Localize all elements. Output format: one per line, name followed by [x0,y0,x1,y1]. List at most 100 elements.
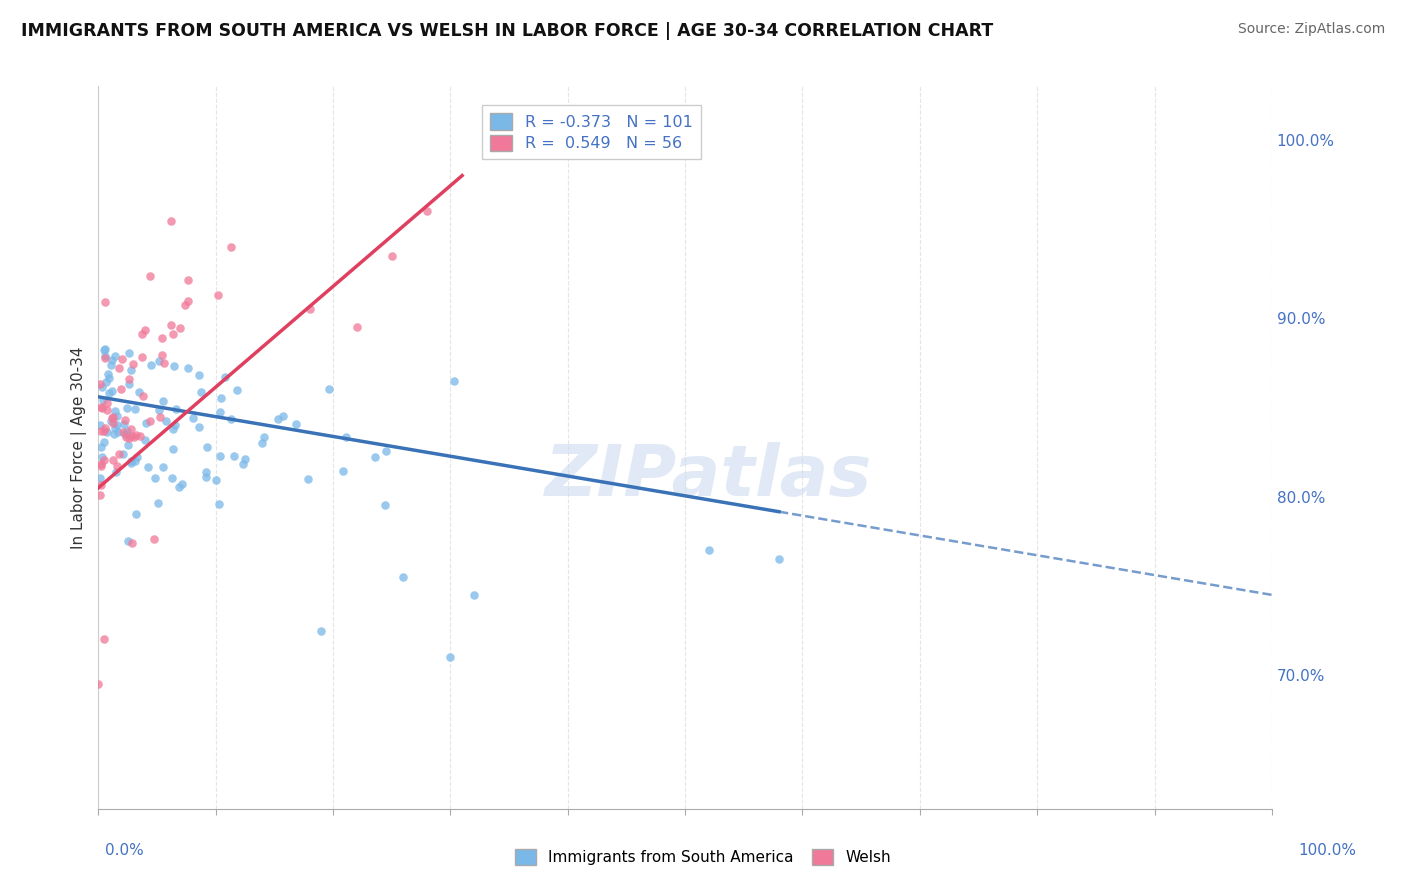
Point [117,371,139,385]
Point [118,377,141,392]
Point [101,416,124,430]
Point [101,453,124,467]
Point [120,422,142,436]
Point [104,421,127,435]
Point [176,361,198,376]
Point [152,460,174,475]
Point [208,405,231,419]
Point [232,458,254,472]
Point [208,449,231,463]
Point [122,430,145,444]
Point [96,395,118,409]
Point [93,349,115,363]
Point [108,447,131,461]
Text: 0.0%: 0.0% [105,843,145,858]
Point [128,384,150,399]
Point [173,298,195,312]
Point [125,427,148,442]
Point [101,384,124,398]
Point [143,471,166,485]
Point [222,449,245,463]
Point [93,421,115,435]
Point [150,331,173,345]
Point [94,294,117,309]
Point [139,414,162,428]
Legend: Immigrants from South America, Welsh: Immigrants from South America, Welsh [509,843,897,871]
Point [90,440,112,454]
Point [94,351,117,366]
Point [439,650,461,665]
Point [101,353,124,368]
Point [124,402,146,417]
Point [335,430,357,444]
Point [100,414,122,428]
Point [120,363,142,377]
Point [138,459,160,474]
Point [115,401,138,415]
Point [112,417,135,432]
Point [135,416,157,430]
Point [194,465,217,479]
Point [297,472,319,486]
Point [111,351,134,366]
Point [208,497,231,511]
Point [121,535,143,549]
Point [214,369,236,384]
Point [165,417,187,432]
Point [118,430,141,444]
Point [94,376,117,390]
Point [194,470,217,484]
Point [97,367,120,381]
Point [170,476,193,491]
Point [114,413,136,427]
Point [364,450,387,464]
Point [111,447,134,461]
Point [107,361,129,376]
Point [205,473,228,487]
Point [117,533,139,548]
Point [129,429,152,443]
Point [97,386,120,401]
Point [143,532,166,546]
Point [131,327,153,342]
Point [104,404,127,418]
Point [90,424,112,438]
Point [332,464,354,478]
Point [221,240,243,254]
Point [100,358,122,372]
Point [90,400,112,414]
Point [416,204,439,219]
Point [125,507,148,521]
Point [90,478,112,492]
Point [463,588,485,602]
Point [155,413,177,427]
Point [131,388,153,402]
Point [105,417,128,432]
Point [105,458,128,473]
Point [346,320,368,334]
Point [169,320,191,334]
Point [160,214,183,228]
Point [104,349,127,363]
Point [98,370,121,384]
Point [87,677,110,691]
Point [120,456,142,470]
Point [374,498,396,512]
Point [96,403,118,417]
Point [381,249,404,263]
Point [139,268,162,283]
Text: IMMIGRANTS FROM SOUTH AMERICA VS WELSH IN LABOR FORCE | AGE 30-34 CORRELATION CH: IMMIGRANTS FROM SOUTH AMERICA VS WELSH I… [21,22,994,40]
Point [207,287,229,301]
Point [148,402,170,417]
Point [90,457,112,471]
Point [375,443,398,458]
Point [91,379,114,393]
Point [392,570,415,584]
Point [298,302,321,317]
Point [148,354,170,368]
Point [93,424,115,438]
Point [697,543,720,558]
Point [318,382,340,396]
Point [165,401,187,416]
Point [90,401,112,416]
